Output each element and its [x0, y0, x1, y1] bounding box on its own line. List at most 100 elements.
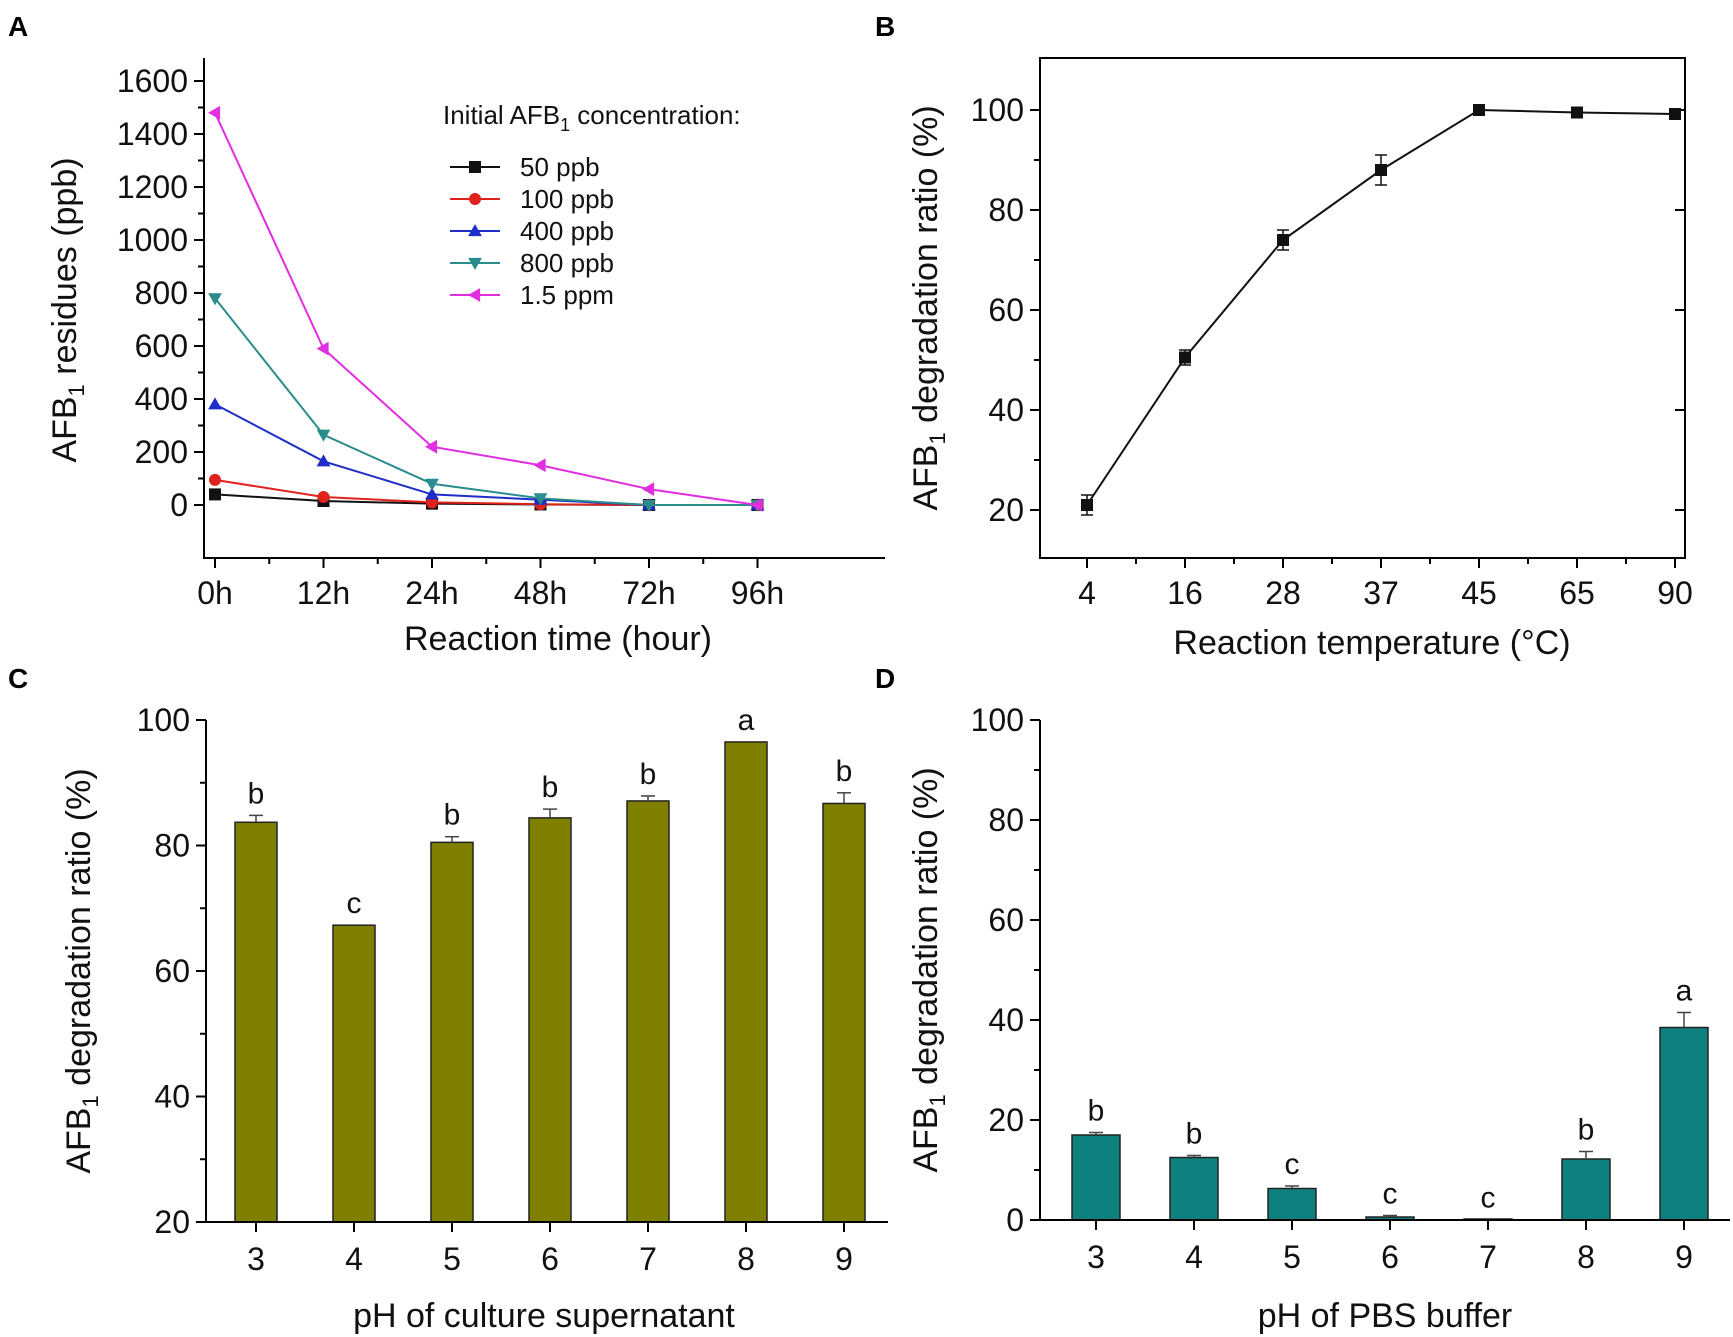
panel-b-frame	[1039, 57, 1686, 559]
legend-marker	[468, 288, 481, 302]
panel-label-d: D	[875, 663, 895, 694]
series-point	[750, 498, 763, 512]
series-point	[425, 487, 439, 500]
series-line	[214, 297, 758, 506]
panel-a-y-tick-label: 1400	[117, 116, 188, 152]
panel-a-y-tick-label: 400	[135, 381, 188, 417]
panel-b-x-tick-label: 90	[1657, 575, 1693, 611]
bar	[234, 821, 278, 1223]
panel-a-y-tick-label: 200	[135, 434, 188, 470]
panel-c-x-tick-label: 7	[639, 1241, 657, 1277]
significance-letter: c	[347, 887, 362, 920]
panel-d-y-axis-title: AFB1 degradation ratio (%)	[907, 767, 950, 1172]
significance-letter: c	[1383, 1178, 1398, 1211]
panel-d-x-tick-label: 5	[1283, 1239, 1301, 1275]
significance-letter: c	[1285, 1148, 1300, 1181]
significance-letter: b	[1186, 1118, 1203, 1151]
panel-b-y-tick-label: 80	[988, 192, 1024, 228]
series-point	[317, 491, 330, 504]
panel-a-axes	[203, 58, 885, 559]
panel-c-y-tick-label: 60	[154, 953, 190, 989]
bar	[528, 817, 572, 1223]
panel-b-y-tick-label: 20	[988, 492, 1024, 528]
panel-d-x-tick-label: 9	[1675, 1239, 1693, 1275]
series-point	[1081, 499, 1093, 511]
panel-b-y-tick-label: 40	[988, 392, 1024, 428]
bar	[1561, 1158, 1611, 1221]
series-point	[1375, 164, 1387, 176]
bar	[1267, 1187, 1317, 1221]
panel-a-y-tick-label: 1200	[117, 169, 188, 205]
series-point	[1179, 351, 1191, 364]
panel-a-y-axis-title: AFB1 residues (ppb)	[46, 157, 89, 462]
legend-marker	[468, 224, 482, 237]
significance-letter: b	[542, 771, 559, 804]
significance-letter: b	[1578, 1114, 1595, 1147]
legend-marker	[469, 193, 481, 205]
panel-a-x-tick-label: 0h	[197, 575, 233, 611]
panel-d-axes	[1039, 720, 1730, 1221]
panel-d-x-tick-label: 4	[1185, 1239, 1203, 1275]
series-point	[533, 493, 548, 506]
legend-marker	[468, 257, 482, 270]
panel-a-y-tick-label: 1600	[117, 63, 188, 99]
bar	[626, 800, 670, 1223]
panel-d-y-tick-label: 60	[988, 902, 1024, 938]
panel-c-axes	[205, 720, 888, 1223]
series-point	[1571, 106, 1583, 119]
panel-c-x-tick-label: 9	[835, 1241, 853, 1277]
panel-c-y-tick-label: 100	[137, 702, 190, 738]
bar	[1659, 1026, 1709, 1221]
panel-b-x-tick-label: 28	[1265, 575, 1301, 611]
panel-a-x-tick-label: 96h	[731, 575, 784, 611]
panel-b-y-axis-title: AFB1 degradation ratio (%)	[907, 105, 950, 510]
series-point	[316, 454, 331, 467]
bar	[332, 924, 376, 1223]
series-point	[209, 488, 221, 501]
bar	[724, 741, 768, 1223]
series-line	[214, 403, 758, 506]
legend-title: Initial AFB1 concentration:	[443, 100, 741, 135]
panel-c-x-tick-label: 6	[541, 1241, 559, 1277]
series-point	[209, 473, 221, 486]
panel-a-x-tick-label: 48h	[514, 575, 567, 611]
panel-c-y-axis-title: AFB1 degradation ratio (%)	[60, 768, 103, 1173]
panel-b-y-tick-label: 100	[971, 92, 1024, 128]
panel-b-x-tick-label: 45	[1461, 575, 1497, 611]
series-point	[208, 105, 221, 120]
significance-letter: b	[248, 777, 265, 810]
legend-label: 800 ppb	[520, 248, 614, 278]
series-point	[642, 482, 655, 496]
series-point	[208, 397, 222, 410]
series-point	[642, 499, 656, 512]
legend-label: 1.5 ppm	[520, 280, 614, 310]
panel-label-a: A	[8, 11, 28, 42]
panel-label-c: C	[8, 663, 28, 694]
panel-a-x-tick-label: 12h	[297, 575, 350, 611]
series-point	[425, 478, 439, 491]
panel-label-b: B	[875, 11, 895, 42]
panel-b-x-tick-label: 4	[1078, 575, 1096, 611]
panel-d-x-tick-label: 7	[1479, 1239, 1497, 1275]
panel-a-x-tick-label: 24h	[405, 575, 458, 611]
panel-c-y-tick-label: 20	[154, 1204, 190, 1240]
panel-a-x-tick-label: 72h	[622, 575, 675, 611]
significance-letter: a	[1676, 975, 1693, 1008]
panel-c-x-axis-title: pH of culture supernatant	[353, 1297, 735, 1335]
legend-label: 400 ppb	[520, 216, 614, 246]
legend-label: 100 ppb	[520, 184, 614, 214]
panel-c-x-tick-label: 8	[737, 1241, 755, 1277]
panel-d-y-tick-label: 80	[988, 802, 1024, 838]
panel-b-x-tick-label: 65	[1559, 575, 1595, 611]
panel-c-x-tick-label: 5	[443, 1241, 461, 1277]
series-point	[316, 429, 331, 442]
significance-letter: b	[444, 799, 461, 832]
significance-letter: a	[738, 704, 755, 737]
bar	[822, 802, 866, 1223]
series-point	[1669, 108, 1681, 120]
series-point	[425, 439, 438, 454]
significance-letter: b	[1088, 1095, 1105, 1128]
panel-d-y-tick-label: 40	[988, 1002, 1024, 1038]
